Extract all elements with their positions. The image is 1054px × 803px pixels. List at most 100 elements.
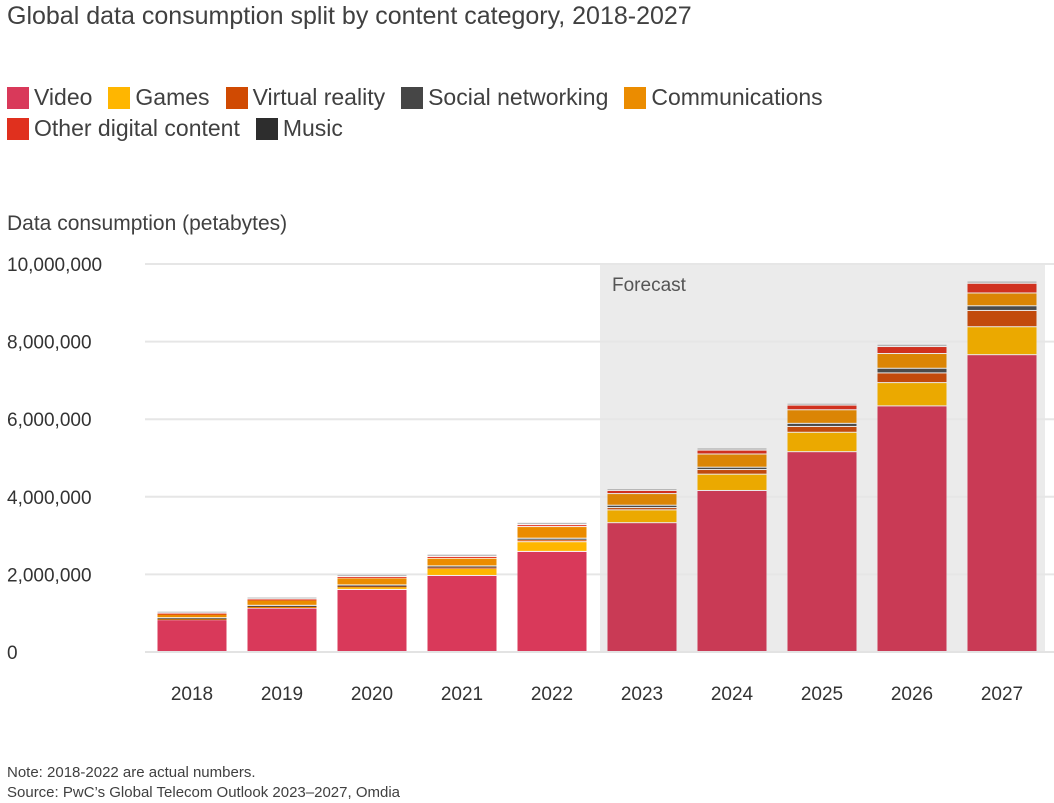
bar-segment-communications: [427, 558, 497, 566]
footer: Note: 2018-2022 are actual numbers. Sour…: [7, 763, 400, 803]
x-tick-label: 2026: [891, 684, 933, 705]
bar-segment-virtual-reality: [607, 508, 677, 510]
legend-swatch-other-digital-content: [7, 117, 29, 140]
legend-item-music: Music: [255, 115, 343, 142]
bar-segment-social-networking: [337, 585, 407, 587]
bar-segment-social-networking: [517, 538, 587, 540]
bar-segment-communications: [517, 527, 587, 538]
bar-segment-games: [517, 542, 587, 551]
bar-segment-video: [247, 608, 317, 651]
bar-segment-social-networking: [607, 505, 677, 508]
legend-label-music: Music: [282, 115, 343, 141]
bar-segment-video: [157, 620, 227, 651]
legend: Video Games Virtual reality Social netwo…: [7, 82, 1007, 144]
y-tick-label: 4,000,000: [7, 488, 92, 509]
legend-label-other-digital-content: Other digital content: [34, 115, 240, 141]
y-tick-label: 0: [7, 643, 18, 664]
bar-segment-other-digital-content: [157, 613, 227, 615]
bar-segment-games: [787, 432, 857, 452]
bar-segment-virtual-reality: [787, 426, 857, 432]
forecast-label: Forecast: [612, 275, 687, 296]
bar-stack-2023: [607, 489, 677, 651]
bar-stack-2024: [697, 448, 767, 651]
x-tick-label: 2024: [711, 684, 754, 705]
bar-segment-communications: [787, 410, 857, 423]
bar-segment-social-networking: [697, 467, 767, 470]
bar-segment-other-digital-content: [787, 405, 857, 410]
bar-segment-music: [427, 554, 497, 556]
bar-segment-communications: [247, 600, 317, 605]
x-tick-label: 2019: [261, 684, 303, 705]
bar-segment-virtual-reality: [967, 310, 1037, 327]
x-tick-label: 2020: [351, 684, 393, 705]
x-tick-label: 2025: [801, 684, 843, 705]
bar-segment-games: [607, 510, 677, 523]
legend-swatch-video: [7, 86, 29, 109]
footer-source: Source: PwC’s Global Telecom Outlook 202…: [7, 784, 400, 801]
legend-item-other-digital-content: Other digital content: [7, 115, 240, 142]
legend-item-video: Video: [7, 84, 92, 111]
legend-label-social-networking: Social networking: [428, 84, 609, 110]
bar-stack-2018: [157, 611, 227, 651]
bar-segment-music: [697, 448, 767, 450]
bar-segment-music: [517, 522, 587, 525]
x-tick-label: 2023: [621, 684, 663, 705]
bar-stack-2020: [337, 574, 407, 651]
bar-segment-virtual-reality: [517, 540, 587, 542]
x-tick-label: 2021: [441, 684, 483, 705]
bar-segment-communications: [337, 578, 407, 585]
bar-segment-other-digital-content: [247, 599, 317, 601]
bar-segment-games: [967, 327, 1037, 355]
bar-segment-music: [787, 403, 857, 405]
bar-segment-video: [787, 452, 857, 651]
bar-stack-2019: [247, 597, 317, 651]
bar-segment-video: [697, 490, 767, 651]
legend-label-games: Games: [135, 84, 210, 110]
bar-segment-virtual-reality: [337, 586, 407, 588]
legend-item-virtual-reality: Virtual reality: [225, 84, 385, 111]
bars: [157, 281, 1037, 651]
bar-stack-2021: [427, 554, 497, 651]
legend-swatch-communications: [624, 86, 647, 109]
legend-item-social-networking: Social networking: [401, 84, 608, 111]
bar-segment-social-networking: [787, 423, 857, 426]
bar-segment-video: [967, 355, 1037, 651]
bar-segment-other-digital-content: [877, 347, 947, 354]
chart-plot: Forecast 0 2,000,000 4,000,000 6,000,000 8,0…: [7, 255, 1054, 705]
chart-title: Global data consumption split by content…: [7, 2, 692, 30]
bar-segment-communications: [157, 614, 227, 618]
bar-segment-music: [337, 574, 407, 577]
bar-segment-social-networking: [427, 566, 497, 568]
legend-row-1: Video Games Virtual reality Social netwo…: [7, 82, 1007, 113]
y-axis-title: Data consumption (petabytes): [7, 212, 288, 235]
bar-stack-2025: [787, 403, 857, 651]
x-tick-label: 2027: [981, 684, 1023, 705]
bar-segment-video: [517, 551, 587, 651]
legend-row-2: Other digital content Music: [7, 113, 1007, 144]
gridlines: [145, 263, 1054, 653]
bar-segment-other-digital-content: [607, 490, 677, 494]
bar-segment-games: [877, 383, 947, 406]
bar-segment-virtual-reality: [427, 567, 497, 569]
bar-segment-games: [247, 606, 317, 608]
x-tick-label: 2018: [171, 684, 213, 705]
bar-stack-2026: [877, 344, 947, 651]
bar-segment-social-networking: [157, 618, 227, 620]
bar-segment-communications: [967, 293, 1037, 306]
bar-segment-social-networking: [967, 306, 1037, 310]
legend-swatch-virtual-reality: [225, 86, 248, 109]
bar-segment-social-networking: [247, 605, 317, 607]
bar-segment-social-networking: [877, 368, 947, 373]
y-tick-label: 8,000,000: [7, 333, 92, 354]
legend-label-video: Video: [34, 84, 93, 110]
bar-segment-video: [607, 523, 677, 651]
x-tick-label: 2022: [531, 684, 573, 705]
legend-item-communications: Communications: [624, 84, 823, 111]
legend-swatch-music: [255, 117, 278, 140]
bar-segment-virtual-reality: [247, 606, 317, 608]
bar-segment-virtual-reality: [877, 373, 947, 383]
legend-swatch-games: [108, 86, 131, 109]
bar-segment-video: [877, 406, 947, 651]
legend-swatch-social-networking: [401, 86, 424, 109]
y-tick-labels: 0 2,000,000 4,000,000 6,000,000 8,000,000 10,…: [7, 255, 102, 664]
